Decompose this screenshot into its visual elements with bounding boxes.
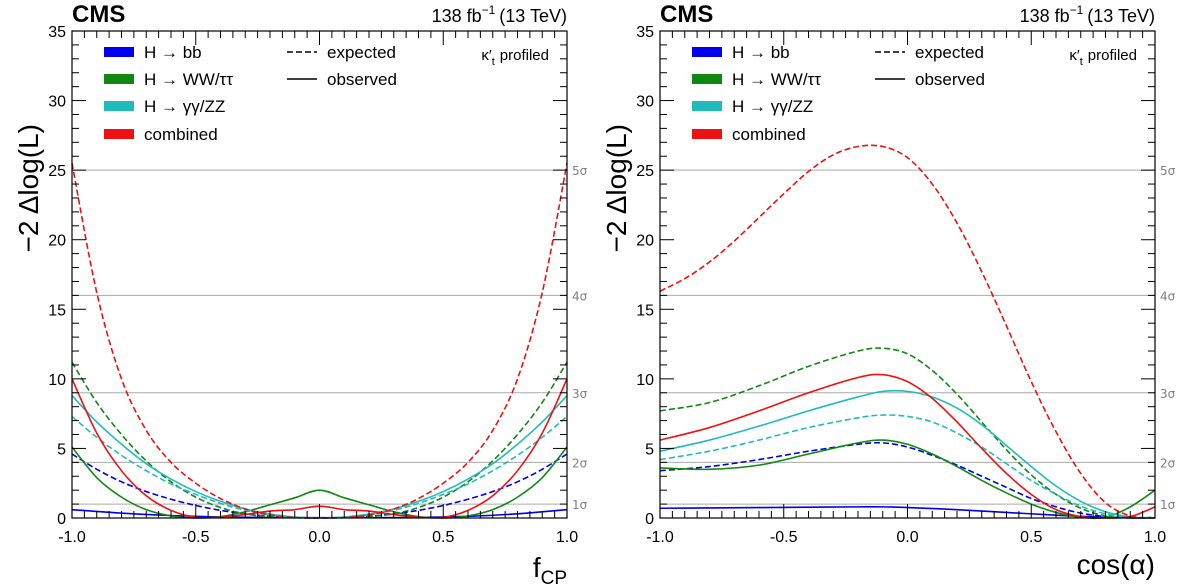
legend-label: H → γγ/ZZ	[732, 97, 813, 116]
x-tick-label: 0.5	[1020, 529, 1042, 546]
gg-observed-curve	[659, 389, 1156, 519]
lumi-label: 138 fb−1 (13 TeV)	[432, 3, 567, 26]
x-tick-label: 0.0	[308, 529, 330, 546]
ww-legend-swatch	[104, 74, 134, 84]
y-tick-label: 5	[645, 441, 654, 458]
ww-expected-curve	[71, 361, 568, 519]
legend-label: expected	[327, 43, 396, 62]
axes: 0 5 10 15 20 25 30 35 -1.0 -0.5 0.0 0.5 1.0	[636, 24, 1166, 546]
x-axis-label: cos(α)	[1077, 549, 1155, 580]
comb-expected-curve	[71, 163, 568, 519]
sigma-label: 5σ	[572, 164, 588, 178]
y-tick-label: 15	[636, 302, 654, 319]
profiling-note: κ′t profiled	[481, 47, 549, 68]
lumi-label: 138 fb−1 (13 TeV)	[1020, 3, 1155, 26]
comb-legend-swatch	[104, 129, 134, 139]
legend: H → bb H → WW/ττ H → γγ/ZZ combined expected…	[692, 43, 985, 144]
bb-expected-curve	[71, 453, 568, 519]
legend-label: observed	[327, 70, 397, 89]
sigma-gridlines: 1σ 2σ 3σ 4σ 5σ	[72, 164, 588, 512]
x-axis-label: fCP	[533, 552, 567, 584]
x-tick-label: -1.0	[646, 529, 674, 546]
y-tick-label: 35	[48, 24, 66, 41]
y-tick-label: 20	[48, 233, 66, 250]
x-tick-label: 1.0	[556, 529, 578, 546]
legend-label: H → bb	[144, 43, 202, 62]
sigma-label: 2σ	[572, 456, 588, 470]
x-tick-label: -1.0	[58, 529, 86, 546]
sigma-gridlines: 1σ 2σ 3σ 4σ 5σ	[660, 164, 1176, 512]
x-tick-label: 0.0	[896, 529, 918, 546]
legend-label: combined	[732, 125, 806, 144]
y-tick-label: 0	[645, 511, 654, 528]
sigma-label: 3σ	[1160, 387, 1176, 401]
x-tick-label: -0.5	[770, 529, 798, 546]
left-panel: 1σ 2σ 3σ 4σ 5σ 0 5 10 15 20 25 30 35 -1.0 -0.5 0.0 0.5 1…	[13, 1, 588, 584]
comb-observed-curve	[71, 378, 568, 519]
legend-label: expected	[915, 43, 984, 62]
axes: 0 5 10 15 20 25 30 35 -1.0 -0.5 0.0 0.5 1.0	[48, 24, 578, 546]
legend: H → bb H → WW/ττ H → γγ/ZZ combined expected…	[104, 43, 397, 144]
legend-label: observed	[915, 70, 985, 89]
right-panel: 1σ 2σ 3σ 4σ 5σ 0 5 10 15 20 25 30 35 -1.0 -0.5 0.0 0.5 1…	[601, 1, 1176, 580]
bb-expected-curve	[659, 441, 1156, 519]
x-tick-label: 0.5	[432, 529, 454, 546]
y-tick-label: 20	[636, 233, 654, 250]
x-tick-label: -0.5	[182, 529, 210, 546]
y-tick-label: 0	[57, 511, 66, 528]
gg-expected-curve	[659, 414, 1156, 519]
y-tick-label: 25	[636, 163, 654, 180]
comb-expected-curve	[659, 144, 1156, 519]
y-tick-label: 10	[636, 372, 654, 389]
legend-label: H → WW/ττ	[144, 70, 233, 89]
legend-label: H → WW/ττ	[732, 70, 821, 89]
comb-legend-swatch	[692, 129, 722, 139]
legend-label: H → bb	[732, 43, 790, 62]
gg-legend-swatch	[692, 101, 722, 111]
sigma-label: 3σ	[572, 387, 588, 401]
gg-legend-swatch	[104, 101, 134, 111]
bb-legend-swatch	[104, 47, 134, 57]
y-tick-label: 30	[636, 94, 654, 111]
legend-label: combined	[144, 125, 218, 144]
ww-expected-curve	[659, 347, 1156, 519]
legend-label: H → γγ/ZZ	[144, 97, 225, 116]
sigma-label: 1σ	[572, 498, 588, 512]
x-tick-label: 1.0	[1144, 529, 1166, 546]
sigma-label: 4σ	[572, 289, 588, 303]
y-tick-label: 30	[48, 94, 66, 111]
ww-observed-curve	[71, 446, 568, 519]
sigma-label: 4σ	[1160, 289, 1176, 303]
y-tick-label: 35	[636, 24, 654, 41]
experiment-label: CMS	[72, 1, 125, 28]
bb-legend-swatch	[692, 47, 722, 57]
y-tick-label: 5	[57, 441, 66, 458]
sigma-label: 5σ	[1160, 164, 1176, 178]
profiling-note: κ′t profiled	[1069, 47, 1137, 68]
curves	[71, 163, 568, 519]
y-axis-label: −2 Δlog(L)	[13, 124, 44, 252]
y-tick-label: 15	[48, 302, 66, 319]
y-tick-label: 10	[48, 372, 66, 389]
experiment-label: CMS	[660, 1, 713, 28]
gg-observed-curve	[71, 395, 568, 519]
sigma-label: 2σ	[1160, 456, 1176, 470]
y-axis-label: −2 Δlog(L)	[601, 124, 632, 252]
sigma-label: 1σ	[1160, 498, 1176, 512]
y-tick-label: 25	[48, 163, 66, 180]
ww-legend-swatch	[692, 74, 722, 84]
